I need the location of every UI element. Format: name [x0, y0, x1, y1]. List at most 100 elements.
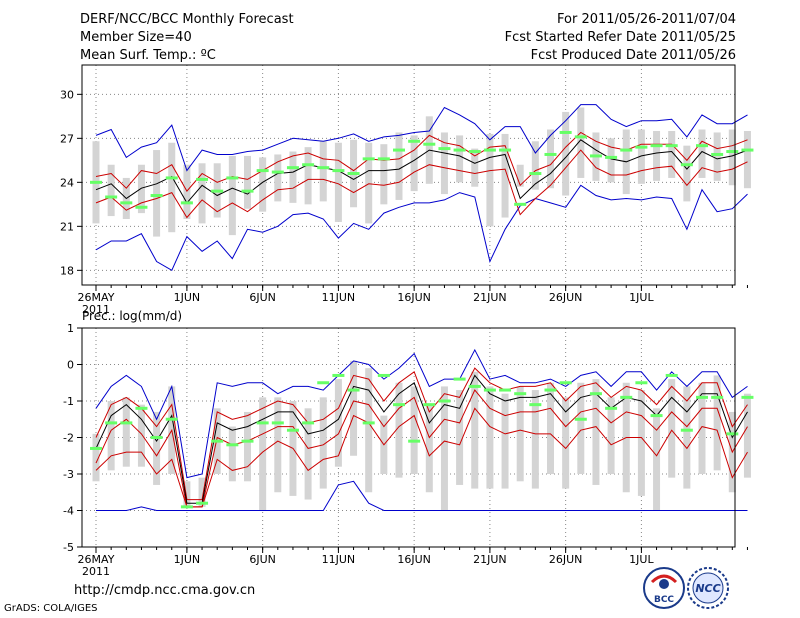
prec-spread-box [683, 386, 691, 489]
prec-spread-box [607, 397, 615, 474]
temp-spread-box [304, 147, 312, 205]
prec-spread-box [562, 397, 570, 489]
forecast-period: For 2011/05/26-2011/07/04 [557, 12, 736, 27]
temp-spread-box [668, 131, 676, 178]
prec-spread-box [501, 393, 509, 489]
prec-xtick-label: 11JUN [322, 553, 356, 566]
temp-spread-box [380, 144, 388, 205]
prec-lower-band-line [95, 389, 748, 508]
prec-year-label: 2011 [82, 565, 110, 578]
prec-spread-box [425, 404, 433, 493]
prec-spread-box [637, 390, 645, 496]
prec-ensemble-min-line [96, 480, 748, 511]
prec-xtick-label: 26JUN [549, 553, 583, 566]
prec-spread-box [516, 386, 524, 482]
grads-credit: GrADS: COLA/IGES [4, 603, 98, 614]
temp-spread-box [410, 135, 418, 192]
prec-spread-box [319, 397, 327, 489]
prec-spread-box [440, 386, 448, 511]
temp-spread-box [168, 142, 176, 233]
temp-spread-box [228, 155, 236, 236]
prec-xtick-label: 1JUN [174, 553, 201, 566]
temp-spread-box [486, 133, 494, 227]
prec-spread-box [92, 433, 100, 482]
prec-ytick-label: 0 [67, 359, 74, 372]
prec-spread-box [743, 393, 751, 478]
prec-spread-box [577, 382, 585, 474]
prec-spread-box [547, 382, 554, 474]
temp-spread-box [547, 129, 554, 189]
prec-xtick-label: 21JUN [473, 553, 507, 566]
temp-spread-box [395, 132, 403, 200]
prec-spread-box [471, 371, 479, 489]
prec-spread-box [486, 386, 494, 489]
temp-spread-box [728, 129, 736, 186]
prec-ytick-label: -3 [63, 468, 74, 481]
prec-ytick-label: -1 [63, 395, 74, 408]
temp-xtick-label: 1JUN [174, 291, 201, 304]
temp-spread-box [713, 132, 721, 181]
temp-spread-box [107, 164, 115, 217]
source-url[interactable]: http://cmdp.ncc.cma.gov.cn [74, 583, 256, 598]
ncc-logo-icon: NCC [687, 567, 729, 609]
temp-spread-box [471, 148, 479, 187]
prec-spread-box [653, 408, 661, 511]
prec-ytick-label: 1 [67, 322, 74, 335]
prec-spread-box [304, 408, 312, 500]
temp-xtick-label: 26JUN [549, 291, 583, 304]
temp-upper-band-line [95, 131, 748, 192]
prec-xtick-label: 1JUL [629, 553, 654, 566]
prec-ytick-label: -2 [63, 432, 74, 445]
variable-label: Mean Surf. Temp.: ºC [80, 48, 216, 63]
prec-spread-box [698, 382, 706, 474]
prec-spread-box [592, 379, 600, 485]
temp-ytick-label: 18 [60, 264, 74, 277]
prec-upper-band-line [95, 367, 748, 501]
temp-year-label: 2011 [82, 303, 110, 316]
produced-date: Fcst Produced Date 2011/05/26 [530, 48, 736, 63]
prec-spread-box [137, 404, 145, 467]
prec-spread-box [259, 397, 267, 511]
prec-spread-box [228, 426, 236, 482]
temp-spread-box [456, 135, 464, 183]
temp-spread-box [653, 131, 661, 181]
temp-spread-box [516, 164, 524, 187]
temp-ytick-label: 24 [60, 176, 74, 189]
prec-spread-box [668, 379, 676, 478]
temp-spread-box [319, 141, 327, 202]
prec-spread-box [456, 390, 464, 485]
prec-ytick-label: -5 [63, 541, 74, 554]
prec-chart: Prec.: log(mm/d) -5 -4 -3 -2 -1 0 1 26MAY 1JUN 6JU… [63, 309, 754, 578]
temp-spread-box [153, 150, 161, 237]
prec-ensemble-max-line [95, 348, 748, 479]
prec-ensemble-mean-line [95, 374, 748, 504]
prec-xtick-label: 26MAY [78, 553, 115, 566]
temp-frame [81, 64, 736, 286]
started-date: Fcst Started Refer Date 2011/05/25 [504, 30, 736, 45]
prec-spread-box [198, 477, 206, 507]
prec-xtick-label: 16JUN [397, 553, 431, 566]
prec-spread-box [107, 401, 115, 471]
temp-spread-box [743, 131, 751, 189]
prec-lower-band-2-line [95, 407, 748, 508]
prec-spread-box [244, 411, 251, 482]
temp-spread-box [531, 141, 539, 190]
temp-spread-box [198, 163, 206, 224]
temp-spread-box [501, 133, 509, 218]
temp-spread-box [698, 129, 706, 178]
temp-ensemble-mean-line [95, 139, 748, 204]
prec-spread-box [274, 397, 282, 493]
prec-title: Prec.: log(mm/d) [82, 309, 182, 323]
temp-spread-box [637, 129, 645, 184]
temp-spread-box [607, 138, 615, 183]
member-size: Member Size=40 [80, 30, 192, 45]
prec-spread-box [183, 481, 191, 507]
temp-spread-box [334, 142, 342, 222]
prec-xtick-label: 6JUN [249, 553, 276, 566]
temp-spread-box [577, 107, 585, 178]
temp-spread-box [289, 151, 297, 203]
temp-lower-band-line [95, 149, 748, 219]
temp-ensemble-max-line [95, 104, 748, 172]
